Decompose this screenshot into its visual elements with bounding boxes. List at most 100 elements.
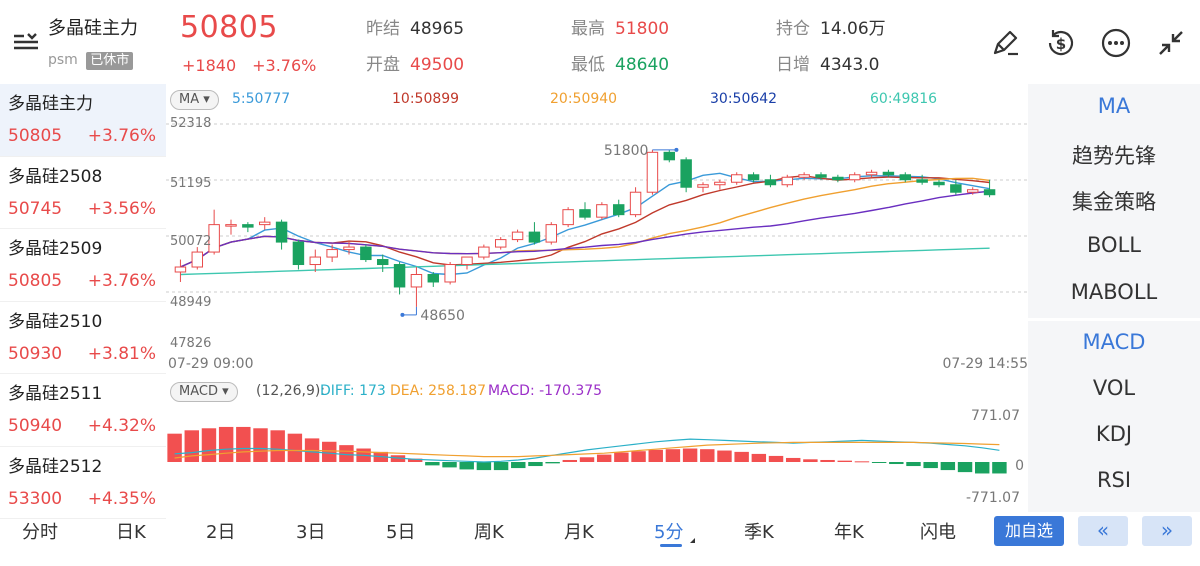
candle-down bbox=[612, 204, 625, 216]
macd-plot[interactable] bbox=[166, 406, 1028, 506]
candle-down bbox=[933, 181, 945, 186]
list-item[interactable]: 多晶硅2511 50940 +4.32% bbox=[0, 374, 166, 447]
tab-5min[interactable]: 5分 bbox=[654, 522, 684, 543]
kline-chart[interactable]: MA ▾ 5:50777 10:50899 20:50940 30:50642 … bbox=[166, 84, 1028, 512]
candle-down bbox=[815, 174, 827, 178]
candle-up bbox=[494, 239, 507, 248]
macd-bar-negative bbox=[923, 462, 938, 469]
macd-bar-positive bbox=[236, 426, 251, 462]
ma30-label: 30:50642 bbox=[710, 91, 778, 107]
list-item[interactable]: 多晶硅2512 53300 +4.35% bbox=[0, 447, 166, 519]
ma-selector-button[interactable]: MA ▾ bbox=[170, 90, 219, 110]
stat-value: 48640 bbox=[615, 55, 670, 75]
tab-yearly[interactable]: 年K bbox=[834, 522, 864, 543]
macd-bar-positive bbox=[717, 450, 732, 462]
candle-down bbox=[832, 176, 844, 181]
candle-up bbox=[511, 231, 524, 241]
candle-up bbox=[781, 176, 794, 186]
active-tab-indicator bbox=[660, 544, 682, 547]
list-item-pct: +3.81% bbox=[87, 343, 156, 364]
collapse-icon[interactable] bbox=[1154, 26, 1188, 60]
candle-down bbox=[950, 184, 962, 193]
macd-bar-positive bbox=[837, 460, 852, 462]
macd-bar-negative bbox=[940, 462, 956, 471]
currency-icon[interactable]: $ bbox=[1044, 26, 1078, 60]
macd-bar-negative bbox=[957, 462, 973, 473]
macd-bar-positive bbox=[803, 459, 818, 462]
contract-title: 多晶硅主力 bbox=[48, 18, 138, 39]
svg-text:$: $ bbox=[1056, 35, 1066, 53]
price-axis-label: 48949 bbox=[170, 295, 212, 310]
add-watchlist-button[interactable]: 加自选 bbox=[994, 516, 1064, 546]
macd-bar-negative bbox=[442, 462, 457, 468]
candle-down bbox=[916, 179, 928, 183]
macd-bar-positive bbox=[579, 457, 595, 462]
quote-header: 多晶硅主力 psm 已休市 50805 +1840 +3.76% 昨结 48965 … bbox=[0, 0, 1200, 84]
macd-bar-positive bbox=[734, 451, 749, 462]
candle-down bbox=[528, 231, 541, 243]
price-axis-label: 52318 bbox=[170, 116, 212, 131]
change-value: +1840 bbox=[182, 56, 237, 75]
list-item-pct: +4.35% bbox=[87, 488, 156, 509]
macd-bar-positive bbox=[665, 449, 681, 462]
list-item[interactable]: 多晶硅主力 50805 +3.76% bbox=[0, 84, 166, 157]
list-item[interactable]: 多晶硅2510 50930 +3.81% bbox=[0, 302, 166, 374]
candle-down bbox=[764, 179, 777, 186]
tab-weekly[interactable]: 周K bbox=[474, 522, 504, 543]
stat-label: 最高 bbox=[571, 19, 605, 39]
prev-page-button[interactable]: « bbox=[1078, 516, 1128, 546]
tab-monthly[interactable]: 月K bbox=[564, 522, 594, 543]
macd-bar-negative bbox=[511, 462, 526, 469]
macd-bar-positive bbox=[562, 459, 578, 462]
menu-icon[interactable] bbox=[12, 30, 40, 54]
indicator-maboll[interactable]: MABOLL bbox=[1070, 280, 1158, 304]
tab-3day[interactable]: 3日 bbox=[296, 522, 326, 543]
tab-daily[interactable]: 日K bbox=[116, 522, 146, 543]
candlestick-plot[interactable]: 51800 48650 bbox=[166, 112, 1028, 362]
candle-up bbox=[191, 251, 204, 268]
change-percent: +3.76% bbox=[252, 56, 317, 75]
more-icon[interactable] bbox=[1099, 26, 1133, 60]
candle-down bbox=[427, 273, 440, 283]
macd-axis-top: 771.07 bbox=[971, 408, 1020, 424]
contract-list: 多晶硅主力 50805 +3.76% 多晶硅2508 50745 +3.56% 多晶… bbox=[0, 84, 166, 519]
indicator-rsi[interactable]: RSI bbox=[1096, 468, 1132, 492]
macd-bar-positive bbox=[339, 445, 354, 462]
list-item-pct: +4.32% bbox=[87, 416, 156, 436]
list-item-name: 多晶硅2509 bbox=[8, 239, 103, 259]
candle-up bbox=[461, 256, 473, 266]
tab-flash[interactable]: 闪电 bbox=[920, 522, 956, 543]
indicator-kdj[interactable]: KDJ bbox=[1095, 422, 1133, 446]
stat-label: 最低 bbox=[571, 55, 605, 75]
macd-bar-positive bbox=[184, 430, 199, 462]
indicator-boll[interactable]: BOLL bbox=[1087, 233, 1141, 257]
macd-bar-positive bbox=[218, 426, 234, 462]
ma-selector-label: MA bbox=[179, 92, 200, 107]
indicator-macd[interactable]: MACD bbox=[1082, 330, 1146, 354]
next-page-button[interactable]: » bbox=[1142, 516, 1192, 546]
indicator-trend[interactable]: 趋势先锋 bbox=[1072, 144, 1156, 168]
macd-bar-positive bbox=[614, 452, 629, 462]
list-item[interactable]: 多晶硅2508 50745 +3.56% bbox=[0, 157, 166, 229]
list-item[interactable]: 多晶硅2509 50805 +3.76% bbox=[0, 229, 166, 302]
macd-bar-negative bbox=[528, 462, 543, 467]
tab-intraday[interactable]: 分时 bbox=[22, 522, 58, 543]
macd-selector-button[interactable]: MACD ▾ bbox=[170, 382, 238, 402]
stat-value: 14.06万 bbox=[820, 19, 886, 39]
candle-down bbox=[882, 171, 895, 176]
time-axis-end: 07-29 14:55 bbox=[942, 356, 1028, 372]
pen-icon[interactable] bbox=[988, 26, 1022, 60]
tab-5day[interactable]: 5日 bbox=[386, 522, 416, 543]
macd-bar-negative bbox=[871, 462, 887, 463]
tab-quarterly[interactable]: 季K bbox=[744, 522, 774, 543]
candle-up bbox=[848, 174, 861, 181]
tab-dropdown-icon[interactable] bbox=[690, 538, 695, 543]
candle-up bbox=[444, 264, 456, 283]
indicator-ma[interactable]: MA bbox=[1097, 94, 1131, 118]
candle-down bbox=[983, 189, 996, 196]
tab-2day[interactable]: 2日 bbox=[206, 522, 236, 543]
indicator-strategy[interactable]: 集金策略 bbox=[1072, 190, 1156, 214]
indicator-vol[interactable]: VOL bbox=[1092, 376, 1136, 400]
macd-bar-positive bbox=[700, 449, 715, 462]
